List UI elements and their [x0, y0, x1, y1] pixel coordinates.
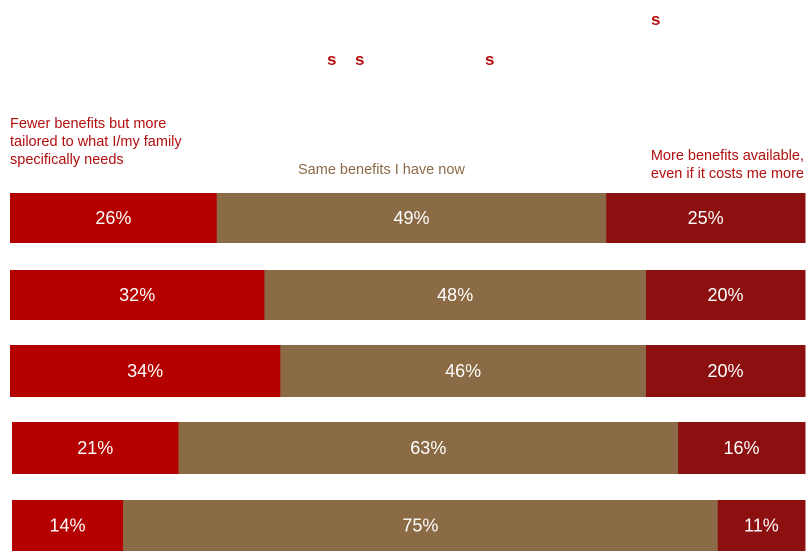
bar-segment-more: [717, 500, 806, 551]
bar-segment-same: [280, 345, 647, 397]
bar-segment-more: [606, 193, 806, 243]
bar-segment-fewer: [10, 270, 265, 320]
legend-fewer-benefits: Fewer benefits but more tailored to what…: [10, 115, 270, 169]
bar-segment-more: [646, 345, 806, 397]
legend-same-benefits: Same benefits I have now: [298, 162, 465, 178]
bar-segment-same: [264, 270, 647, 320]
bar-segment-same: [123, 500, 719, 551]
bar-row-1: 26% 49% 25%: [10, 193, 806, 243]
data-label-fewer: 34%: [127, 361, 163, 381]
bar-row-2: 32% 48% 20%: [10, 270, 806, 320]
bar-segment-fewer: [10, 345, 281, 397]
data-label-more: 20%: [707, 285, 743, 305]
legend-more-line: More benefits available,: [650, 148, 804, 164]
data-label-more: 11%: [744, 516, 779, 536]
data-label-same: 48%: [437, 285, 473, 305]
legend-fewer-line: Fewer benefits but more: [10, 116, 167, 132]
bar-row-4: 21% 63% 16%: [12, 422, 806, 474]
bar-segment-fewer: [12, 500, 124, 551]
bar-segment-more: [646, 270, 806, 320]
data-label-more: 20%: [707, 361, 743, 381]
data-label-more: 25%: [688, 208, 724, 228]
data-label-same: 63%: [410, 438, 446, 458]
heading-fragment: s: [651, 10, 661, 29]
data-label-same: 75%: [402, 516, 438, 536]
data-label-same: 46%: [445, 361, 481, 381]
bar-segment-fewer: [10, 193, 218, 243]
heading-fragment: s: [485, 50, 495, 69]
data-label-fewer: 26%: [95, 208, 131, 228]
heading-fragment: s: [355, 50, 365, 69]
bar-segment-more: [678, 422, 806, 474]
data-label-more: 16%: [724, 438, 760, 458]
bar-row-3: 34% 46% 20%: [10, 345, 806, 397]
data-label-fewer: 21%: [77, 438, 113, 458]
data-label-same: 49%: [393, 208, 429, 228]
legend-more-benefits: More benefits available, even if it cost…: [651, 147, 804, 183]
legend-fewer-line: specifically needs: [10, 152, 124, 168]
heading-fragment: s: [327, 50, 337, 69]
bar-segment-same: [178, 422, 679, 474]
data-label-fewer: 14%: [49, 516, 85, 536]
legend-more-line: even if it costs me more: [650, 166, 804, 182]
bar-segment-fewer: [12, 422, 180, 474]
bar-segment-same: [216, 193, 607, 243]
bar-row-5: 14% 75% 11%: [12, 500, 806, 551]
data-label-fewer: 32%: [119, 285, 155, 305]
legend-fewer-line: tailored to what I/my family: [10, 134, 182, 150]
